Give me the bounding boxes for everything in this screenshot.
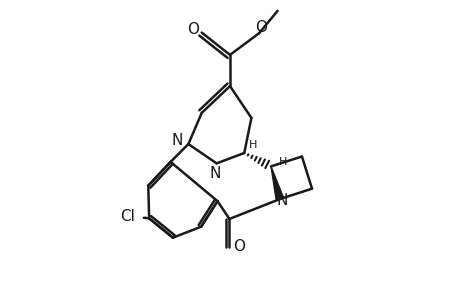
Text: O: O — [255, 20, 267, 35]
Text: O: O — [232, 238, 244, 253]
Text: N: N — [209, 166, 220, 181]
Text: H: H — [248, 140, 256, 150]
Text: Cl: Cl — [120, 209, 134, 224]
Text: H: H — [278, 157, 286, 167]
Polygon shape — [270, 166, 283, 200]
Text: O: O — [186, 22, 198, 37]
Text: N: N — [276, 193, 287, 208]
Text: N: N — [171, 133, 182, 148]
